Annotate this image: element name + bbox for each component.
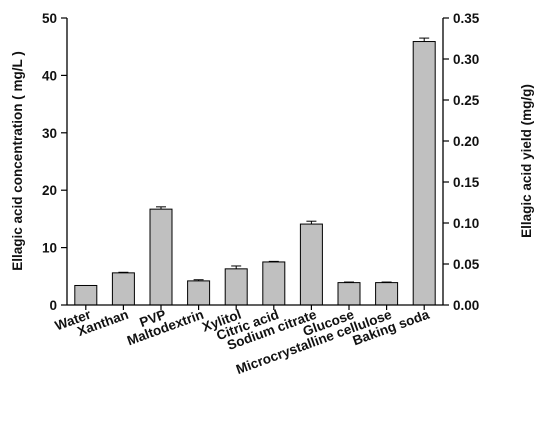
y-tick-label: 40 <box>42 68 57 83</box>
bar <box>299 223 323 306</box>
axes-group <box>66 18 444 306</box>
y2-tick-label: 0.10 <box>453 216 479 231</box>
bars-group <box>74 41 436 306</box>
y2-tick-label: 0.20 <box>453 134 479 149</box>
y2-tick-label: 0.05 <box>453 257 480 272</box>
bar <box>187 280 211 306</box>
bar <box>111 272 135 306</box>
bar <box>412 41 436 306</box>
y2-tick-label: 0.00 <box>453 298 479 313</box>
bar <box>262 261 286 306</box>
y-tick-label: 0 <box>49 298 57 313</box>
y-tick-label: 10 <box>42 241 57 256</box>
error-bars-group <box>118 37 430 283</box>
y-tick-label: 20 <box>42 183 57 198</box>
y2-tick-label: 0.15 <box>453 175 480 190</box>
bar <box>375 282 399 306</box>
left-axis-ticks: 0 10 20 30 40 50 <box>42 11 67 313</box>
bar <box>337 282 361 306</box>
x-tick-label: Maltodextrin <box>125 307 206 349</box>
y2-tick-label: 0.35 <box>453 11 480 26</box>
bar <box>74 284 98 306</box>
right-axis-ticks: 0.00 0.05 0.10 0.15 0.20 0.25 0.30 0.35 <box>443 11 480 313</box>
y-tick-label: 50 <box>42 11 57 26</box>
bar <box>224 268 248 306</box>
bar <box>149 208 173 306</box>
y2-tick-label: 0.30 <box>453 52 479 67</box>
y-axis-title: Ellagic acid concentration ( mg/L ) <box>10 51 25 271</box>
y-tick-label: 30 <box>42 126 57 141</box>
y2-axis-title: Ellagic acid yield (mg/g) <box>519 84 534 238</box>
y2-tick-label: 0.25 <box>453 93 480 108</box>
